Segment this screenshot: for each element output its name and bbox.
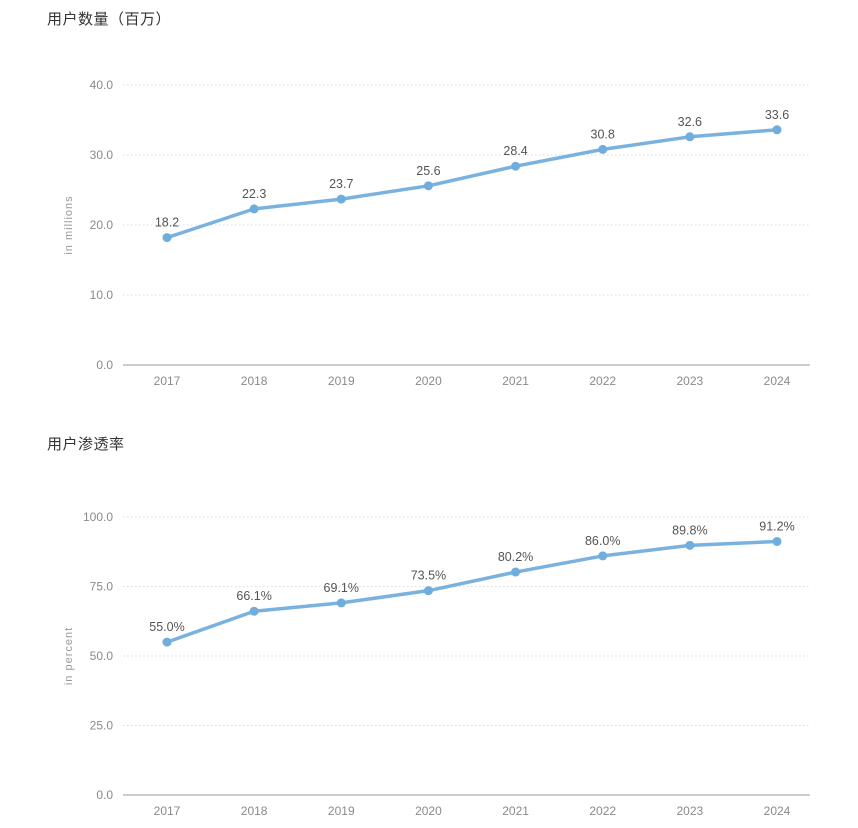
y-tick-label: 0.0 [96, 788, 113, 802]
y-tick-label: 10.0 [90, 288, 114, 302]
data-point[interactable] [685, 540, 695, 550]
y-tick-label: 75.0 [90, 580, 114, 594]
x-tick-label: 2019 [328, 804, 355, 818]
data-point-label: 55.0% [149, 620, 184, 634]
chart-title-penetration-rate: 用户渗透率 [47, 436, 125, 453]
y-tick-label: 20.0 [90, 218, 114, 232]
data-point[interactable] [336, 598, 346, 608]
y-tick-label: 30.0 [90, 148, 114, 162]
data-point[interactable] [162, 233, 172, 243]
x-tick-label: 2021 [502, 374, 529, 388]
y-tick-label: 50.0 [90, 649, 114, 663]
x-tick-label: 2023 [677, 804, 704, 818]
series-line [165, 128, 779, 240]
y-tick-label: 25.0 [90, 719, 114, 733]
x-tick-label: 2017 [154, 374, 181, 388]
data-point-label: 80.2% [498, 550, 533, 564]
data-point-label: 89.8% [672, 523, 707, 537]
x-tick-label: 2022 [589, 374, 616, 388]
x-tick-label: 2024 [764, 804, 791, 818]
data-point-label: 91.2% [759, 519, 794, 533]
data-point-label: 18.2 [155, 216, 179, 230]
data-point[interactable] [772, 536, 782, 546]
data-point-label: 33.6 [765, 108, 789, 122]
data-point-label: 30.8 [591, 127, 615, 141]
x-tick-label: 2018 [241, 374, 268, 388]
x-tick-label: 2020 [415, 804, 442, 818]
x-tick-label: 2017 [154, 804, 181, 818]
y-tick-label: 100.0 [83, 510, 113, 524]
x-tick-label: 2020 [415, 374, 442, 388]
x-tick-label: 2019 [328, 374, 355, 388]
chart-title-users-millions: 用户数量（百万） [47, 11, 172, 28]
data-point-label: 69.1% [324, 581, 359, 595]
x-tick-label: 2023 [677, 374, 704, 388]
data-point[interactable] [423, 586, 433, 596]
y-tick-label: 0.0 [96, 358, 113, 372]
y-axis-title: in percent [63, 627, 75, 685]
series-line [165, 539, 779, 644]
data-point-label: 73.5% [411, 569, 446, 583]
x-tick-label: 2018 [241, 804, 268, 818]
data-point[interactable] [598, 144, 608, 154]
data-point-label: 86.0% [585, 534, 620, 548]
data-point-label: 32.6 [678, 115, 702, 129]
data-point[interactable] [772, 125, 782, 135]
data-point-label: 66.1% [236, 589, 271, 603]
data-point[interactable] [598, 551, 608, 561]
data-point[interactable] [162, 637, 172, 647]
data-point[interactable] [511, 567, 521, 577]
data-point-label: 28.4 [503, 144, 527, 158]
data-point[interactable] [249, 204, 259, 214]
y-tick-label: 40.0 [90, 78, 114, 92]
data-point-label: 25.6 [416, 164, 440, 178]
data-point-label: 22.3 [242, 187, 266, 201]
y-axis-title: in millions [63, 195, 75, 254]
line-chart-users-millions: 40.0 30.0 20.0 10.0 0.0 in millions 2017 2018 20… [63, 78, 810, 388]
x-tick-label: 2021 [502, 804, 529, 818]
data-point[interactable] [249, 606, 259, 616]
data-point[interactable] [423, 181, 433, 191]
line-chart-penetration-rate: 100.0 75.0 50.0 25.0 0.0 in percent 2017 2018 20… [63, 510, 810, 818]
x-tick-label: 2022 [589, 804, 616, 818]
data-point[interactable] [511, 161, 521, 171]
data-point[interactable] [685, 132, 695, 142]
x-tick-label: 2024 [764, 374, 791, 388]
data-point[interactable] [336, 194, 346, 204]
data-point-label: 23.7 [329, 177, 353, 191]
